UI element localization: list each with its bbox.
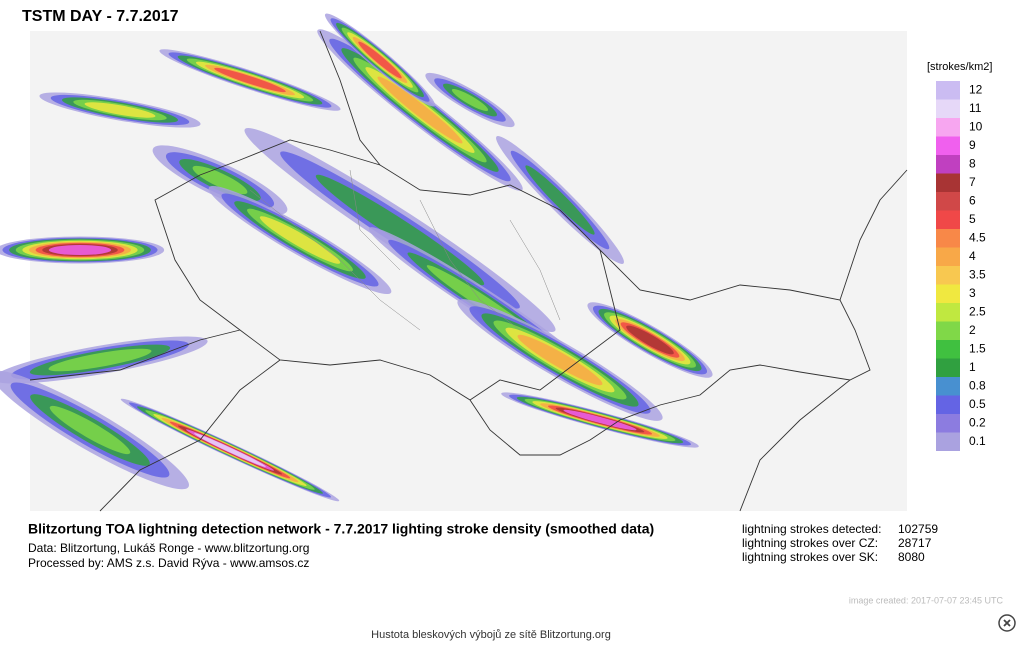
caption-line: Processed by: AMS z.s. David Rýva - www.… xyxy=(28,556,309,570)
legend-swatch xyxy=(936,358,960,377)
legend-label: 1 xyxy=(969,360,976,374)
stat-value: 28717 xyxy=(898,536,932,550)
legend-swatch xyxy=(936,266,960,285)
legend-label: 4 xyxy=(969,249,976,263)
legend-label: 0.5 xyxy=(969,397,986,411)
legend-unit: [strokes/km2] xyxy=(927,61,992,73)
legend-swatch xyxy=(936,99,960,118)
legend-swatch xyxy=(936,303,960,322)
legend-label: 3.5 xyxy=(969,268,986,282)
legend-swatch xyxy=(936,118,960,137)
density-area xyxy=(358,41,402,79)
legend-label: 1.5 xyxy=(969,342,986,356)
legend-swatch xyxy=(936,340,960,359)
legend-swatch xyxy=(936,136,960,155)
legend-label: 5 xyxy=(969,212,976,226)
legend-swatch xyxy=(936,395,960,414)
stat-label: lightning strokes over SK: xyxy=(742,550,878,564)
legend-label: 10 xyxy=(969,120,983,134)
footer-caption: Hustota bleskových výbojů ze sítě Blitzo… xyxy=(371,629,611,641)
legend-label: 2 xyxy=(969,323,976,337)
density-area xyxy=(377,76,463,144)
density-area xyxy=(563,409,637,431)
density-area xyxy=(214,67,286,93)
density-area xyxy=(84,102,156,118)
legend-label: 0.2 xyxy=(969,416,986,430)
legend-swatch xyxy=(936,210,960,229)
close-button[interactable] xyxy=(998,614,1016,632)
regions xyxy=(249,169,561,331)
borders xyxy=(29,30,908,512)
stat-value: 8080 xyxy=(898,550,925,564)
created: image created: 2017-07-07 23:45 UTC xyxy=(849,595,1004,605)
legend-label: 8 xyxy=(969,157,976,171)
density-area xyxy=(194,433,266,467)
density-area xyxy=(525,165,595,235)
density-area xyxy=(315,174,485,286)
density-area xyxy=(49,405,131,455)
caption-line: Data: Blitzortung, Lukáš Ronge - www.bli… xyxy=(28,541,309,555)
density-area xyxy=(626,325,674,355)
legend: 12 11 10 9 8 7 6 5 4.5 4 3.5 3 2.5 2 1.5 1 0.8 0.5 0.2 0.1 xyxy=(936,81,986,451)
density-area xyxy=(48,244,112,256)
legend-label: 4.5 xyxy=(969,231,986,245)
legend-swatch xyxy=(936,229,960,248)
legend-swatch xyxy=(936,284,960,303)
stats: lightning strokes detected: 102759 lightni… xyxy=(742,522,938,564)
legend-swatch xyxy=(936,192,960,211)
density-area xyxy=(48,348,152,372)
legend-label: 7 xyxy=(969,175,976,189)
legend-swatch xyxy=(936,432,960,451)
legend-swatch xyxy=(936,321,960,340)
legend-swatch xyxy=(936,173,960,192)
legend-label: 9 xyxy=(969,138,976,152)
legend-swatch xyxy=(936,414,960,433)
legend-label: 0.1 xyxy=(969,434,986,448)
density-area xyxy=(259,216,341,264)
legend-swatch xyxy=(936,377,960,396)
caption-title: Blitzortung TOA lightning detection netw… xyxy=(28,521,654,537)
legend-label: 6 xyxy=(969,194,976,208)
density-layer xyxy=(0,13,713,502)
stat-label: lightning strokes over CZ: xyxy=(742,536,878,550)
density-area xyxy=(517,334,603,386)
legend-label: 12 xyxy=(969,83,983,97)
legend-label: 11 xyxy=(969,101,982,115)
legend-swatch xyxy=(936,247,960,266)
stat-label: lightning strokes detected: xyxy=(742,522,881,536)
legend-label: 2.5 xyxy=(969,305,986,319)
legend-swatch xyxy=(936,81,960,100)
title: TSTM DAY - 7.7.2017 xyxy=(22,8,179,25)
stat-value: 102759 xyxy=(898,522,938,536)
density-area xyxy=(451,88,489,112)
legend-label: 0.8 xyxy=(969,379,986,393)
legend-swatch xyxy=(936,155,960,174)
legend-label: 3 xyxy=(969,286,976,300)
